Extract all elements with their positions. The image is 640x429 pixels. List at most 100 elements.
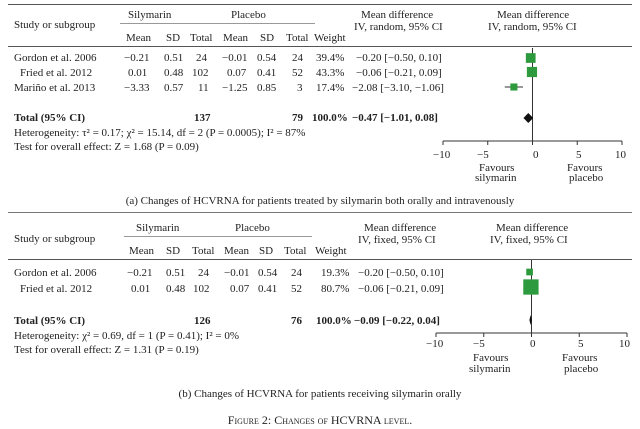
total-weight: 100.0% xyxy=(312,112,348,124)
row-s-total: 102 xyxy=(193,283,210,295)
row-p-total: 52 xyxy=(292,67,303,79)
study-marker xyxy=(525,53,536,63)
caption-b: (b) Changes of HCVRNA for patients recei… xyxy=(178,388,462,400)
tick-label: 10 xyxy=(615,149,626,161)
row-s-sd: 0.48 xyxy=(166,283,186,295)
figure-caption: Figure 2: Changes of HCVRNA level. xyxy=(227,413,413,427)
row-s-total: 24 xyxy=(198,267,209,279)
favours-left: Favours xyxy=(473,352,509,364)
row-study: Gordon et al. 2006 xyxy=(14,52,97,64)
total-ci: −0.09 [−0.22, 0.04] xyxy=(354,315,440,327)
header-s-mean: Mean xyxy=(126,32,152,44)
heterogeneity-text: Heterogeneity: χ² = 0.69, df = 1 (P = 0.… xyxy=(14,330,239,342)
row-p-mean: −1.25 xyxy=(222,82,248,94)
placebo-rule xyxy=(222,236,312,237)
header-s-total: Total xyxy=(190,32,213,44)
caption-a: (a) Changes of HCVRNA for patients treat… xyxy=(125,195,515,207)
header-p-mean: Mean xyxy=(223,32,249,44)
header-study: Study or subgroup xyxy=(14,233,96,245)
tick-label: 0 xyxy=(530,338,536,350)
favours-left: Favours xyxy=(479,162,515,174)
study-marker xyxy=(526,66,538,78)
row-p-sd: 0.41 xyxy=(258,283,278,295)
tick-label: −5 xyxy=(473,338,485,350)
favours-right: Favours xyxy=(567,162,603,174)
silymarin-rule xyxy=(120,23,222,24)
row-study: Fried et al. 2012 xyxy=(20,67,93,79)
header-md-sub: IV, fixed, 95% CI xyxy=(358,234,436,246)
row-p-sd: 0.41 xyxy=(257,67,277,79)
study-marker xyxy=(510,83,518,91)
row-ci: −2.08 [−3.10, −1.06] xyxy=(352,82,444,94)
row-s-total: 11 xyxy=(198,82,209,94)
row-s-mean: 0.01 xyxy=(128,67,148,79)
row-weight: 39.4% xyxy=(316,52,345,64)
row-p-sd: 0.54 xyxy=(258,267,278,279)
row-ci: −0.20 [−0.50, 0.10] xyxy=(356,52,442,64)
tick-label: 10 xyxy=(619,338,630,350)
study-marker xyxy=(523,279,539,295)
row-s-mean: −0.21 xyxy=(127,267,153,279)
row-s-sd: 0.57 xyxy=(164,82,184,94)
tick-label: 5 xyxy=(578,338,584,350)
tick-label: −5 xyxy=(477,149,489,161)
row-s-sd: 0.48 xyxy=(164,67,184,79)
header-plot-sub: IV, fixed, 95% CI xyxy=(490,234,568,246)
header-weight: Weight xyxy=(314,32,346,44)
row-s-mean: −0.21 xyxy=(124,52,150,64)
total-s-total: 126 xyxy=(194,315,211,327)
header-plot-md: Mean difference xyxy=(497,9,570,21)
header-s-total: Total xyxy=(192,245,215,257)
row-p-total: 52 xyxy=(291,283,302,295)
row-weight: 80.7% xyxy=(321,283,350,295)
heterogeneity-text: Heterogeneity: τ² = 0.17; χ² = 15.14, df… xyxy=(14,127,306,139)
total-weight: 100.0% xyxy=(316,315,352,327)
header-s-mean: Mean xyxy=(129,245,155,257)
row-s-mean: 0.01 xyxy=(131,283,151,295)
row-p-mean: −0.01 xyxy=(222,52,248,64)
table-top-rule xyxy=(8,4,632,5)
row-weight: 43.3% xyxy=(316,67,345,79)
header-md-sub: IV, random, 95% CI xyxy=(354,21,443,33)
header-plot-md: Mean difference xyxy=(496,222,569,234)
tick-label: 0 xyxy=(533,149,539,161)
tick-label: −10 xyxy=(426,338,444,350)
header-md: Mean difference xyxy=(361,9,434,21)
overall-effect-text: Test for overall effect: Z = 1.68 (P = 0… xyxy=(14,141,199,153)
header-placebo: Placebo xyxy=(231,9,266,21)
overall-effect-text: Test for overall effect: Z = 1.31 (P = 0… xyxy=(14,344,199,356)
header-bottom-rule xyxy=(8,46,632,47)
header-p-mean: Mean xyxy=(224,245,250,257)
total-ci: −0.47 [−1.01, 0.08] xyxy=(352,112,438,124)
tick-label: −10 xyxy=(433,149,451,161)
forest-plot-a xyxy=(442,48,623,145)
panel-divider xyxy=(8,212,632,213)
row-study: Gordon et al. 2006 xyxy=(14,267,97,279)
header-silymarin: Silymarin xyxy=(128,9,172,21)
favours-left-2: silymarin xyxy=(469,363,511,375)
tick-label: 5 xyxy=(576,149,582,161)
header-silymarin: Silymarin xyxy=(136,222,180,234)
total-diamond xyxy=(529,315,532,325)
total-label: Total (95% CI) xyxy=(14,112,86,124)
header-bottom-rule xyxy=(8,259,632,260)
header-placebo: Placebo xyxy=(235,222,270,234)
total-p-total: 79 xyxy=(292,112,303,124)
row-p-mean: 0.07 xyxy=(227,67,247,79)
row-p-total: 24 xyxy=(291,267,302,279)
placebo-rule xyxy=(221,23,315,24)
row-p-sd: 0.85 xyxy=(257,82,277,94)
favours-right-2: placebo xyxy=(564,363,599,375)
row-s-mean: −3.33 xyxy=(124,82,150,94)
favours-right: Favours xyxy=(562,352,598,364)
total-p-total: 76 xyxy=(291,315,302,327)
header-study: Study or subgroup xyxy=(14,19,96,31)
total-diamond xyxy=(523,113,534,123)
header-plot-sub: IV, random, 95% CI xyxy=(488,21,577,33)
row-s-total: 102 xyxy=(192,67,209,79)
row-s-total: 24 xyxy=(196,52,207,64)
row-ci: −0.06 [−0.21, 0.09] xyxy=(358,283,444,295)
favours-left-2: silymarin xyxy=(475,172,517,184)
header-md: Mean difference xyxy=(364,222,437,234)
forest-plot-panel-b: Study or subgroup Silymarin Placebo Mean… xyxy=(0,212,640,410)
